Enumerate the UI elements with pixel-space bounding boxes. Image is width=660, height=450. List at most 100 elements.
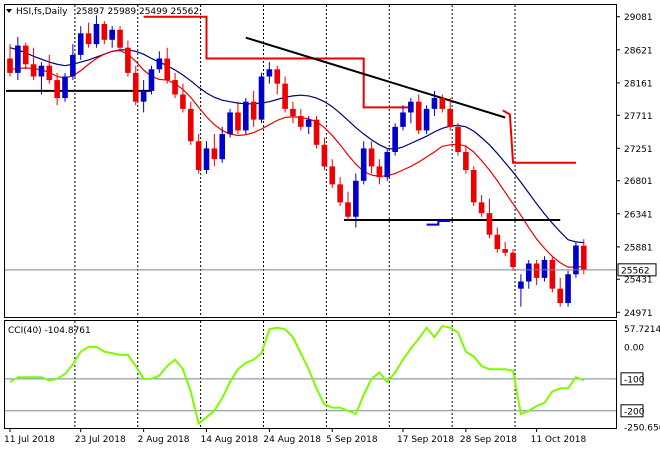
candle-bear: [321, 144, 328, 167]
candle-bull: [140, 90, 147, 102]
cci-indicator: 57.7214 0.00 -100 -200 -250.650: [5, 325, 660, 434]
cci-label: CCI(40) -104.8761: [8, 326, 91, 336]
date-tick-label: 14 Aug 2018: [201, 435, 259, 445]
price-tick-label: 25881: [624, 243, 653, 253]
moving-average-red: [9, 49, 584, 268]
candle-bear: [85, 33, 92, 45]
price-tick-label: 29081: [624, 13, 653, 23]
date-tick-label: 11 Jul 2018: [4, 435, 55, 445]
main-panel-frame: [4, 4, 617, 318]
candle-bear: [187, 108, 194, 142]
collapse-triangle-icon[interactable]: [6, 9, 12, 13]
cci-tick-label: -100: [624, 375, 645, 385]
blue-step-line: [426, 220, 451, 226]
candle-bull: [392, 126, 398, 153]
candle-bear: [46, 65, 53, 81]
candle-bull: [156, 58, 163, 70]
candle-bull: [38, 65, 45, 77]
price-tick-label: 24971: [624, 309, 653, 319]
overlay-lines: [6, 15, 576, 226]
candle-bear: [557, 288, 563, 304]
candle-bear: [117, 29, 123, 48]
date-axis: 11 Jul 2018 23 Jul 2018 2 Aug 2018 14 Aug 2…: [4, 428, 587, 445]
date-tick-label: 5 Sep 2018: [326, 435, 378, 445]
candle-bull: [227, 112, 233, 135]
cci-line: [9, 324, 585, 426]
candle-bull: [518, 281, 524, 289]
cci-level-box: [620, 372, 644, 386]
candle-bear: [22, 45, 29, 65]
candle-bull: [266, 69, 273, 77]
candle-bear: [549, 259, 556, 289]
candle-bear: [54, 80, 60, 99]
date-tick-label: 11 Oct 2018: [531, 435, 587, 445]
candle-bear: [211, 148, 218, 160]
price-tick-label: 26341: [624, 210, 653, 220]
cci-tick-label: 0.00: [624, 343, 644, 353]
candle-bear: [290, 108, 296, 117]
candle-bear: [7, 58, 13, 73]
candle-bear: [250, 101, 257, 120]
candle-bull: [431, 98, 438, 109]
candle-bull: [258, 76, 265, 120]
date-tick-label: 23 Jul 2018: [75, 435, 126, 445]
candle-bear: [455, 126, 461, 153]
candle-bear: [478, 202, 485, 214]
price-axis: 29081 28621 28161 27711 27251 26801 26341 25881…: [616, 13, 653, 319]
candle-bull: [15, 45, 21, 73]
current-price-label: 25562: [621, 266, 650, 276]
symbol-label: HSI,fs,Daily: [16, 7, 68, 17]
candle-bear: [376, 166, 383, 178]
date-tick-label: 28 Sep 2018: [460, 435, 517, 445]
moving-averages: [9, 47, 584, 268]
cci-tick-label: -200: [624, 407, 645, 417]
candle-bull: [360, 148, 367, 181]
candle-bull: [408, 101, 414, 113]
candle-bear: [164, 58, 170, 81]
candle-bull: [541, 259, 548, 278]
candle-bull: [565, 274, 571, 304]
cci-panel-frame: [4, 320, 617, 429]
candle-bull: [62, 76, 68, 99]
candle-bull: [305, 119, 312, 127]
candle-bear: [486, 213, 493, 235]
price-tick-label: 27711: [624, 112, 653, 122]
candle-bear: [415, 101, 422, 131]
candle-bear: [329, 166, 336, 185]
candle-bull: [573, 245, 579, 275]
candle-bear: [132, 72, 139, 102]
candle-bull: [243, 101, 249, 131]
downtrend-line: [245, 36, 506, 119]
price-tick-label: 28621: [624, 46, 653, 56]
candle-bear: [447, 108, 453, 127]
candle-bull: [93, 23, 100, 45]
resistance-step-line: [143, 15, 411, 109]
candle-bear: [180, 94, 186, 109]
candle-bear: [313, 119, 320, 145]
candle-bear: [235, 112, 241, 131]
candle-bull: [219, 134, 226, 160]
candle-bear: [439, 98, 446, 109]
cci-level-box: [620, 404, 644, 418]
candle-bull: [353, 180, 359, 217]
candle-bull: [203, 148, 210, 170]
candles: [7, 15, 587, 307]
candle-bear: [510, 252, 516, 268]
candle-bear: [494, 234, 501, 250]
candle-bear: [125, 47, 131, 73]
candle-bull: [70, 54, 76, 77]
candle-bull: [109, 29, 115, 40]
candle-bull: [384, 152, 391, 178]
candle-bull: [423, 108, 430, 131]
candle-bull: [525, 263, 532, 282]
candle-bear: [274, 69, 281, 84]
candle-bear: [502, 249, 508, 253]
candle-bear: [345, 202, 351, 217]
cci-tick-label: -250.650: [624, 424, 660, 434]
candle-bear: [282, 83, 288, 109]
date-tick-label: 2 Aug 2018: [138, 435, 190, 445]
candle-bear: [463, 152, 469, 170]
candle-bear: [298, 116, 304, 127]
